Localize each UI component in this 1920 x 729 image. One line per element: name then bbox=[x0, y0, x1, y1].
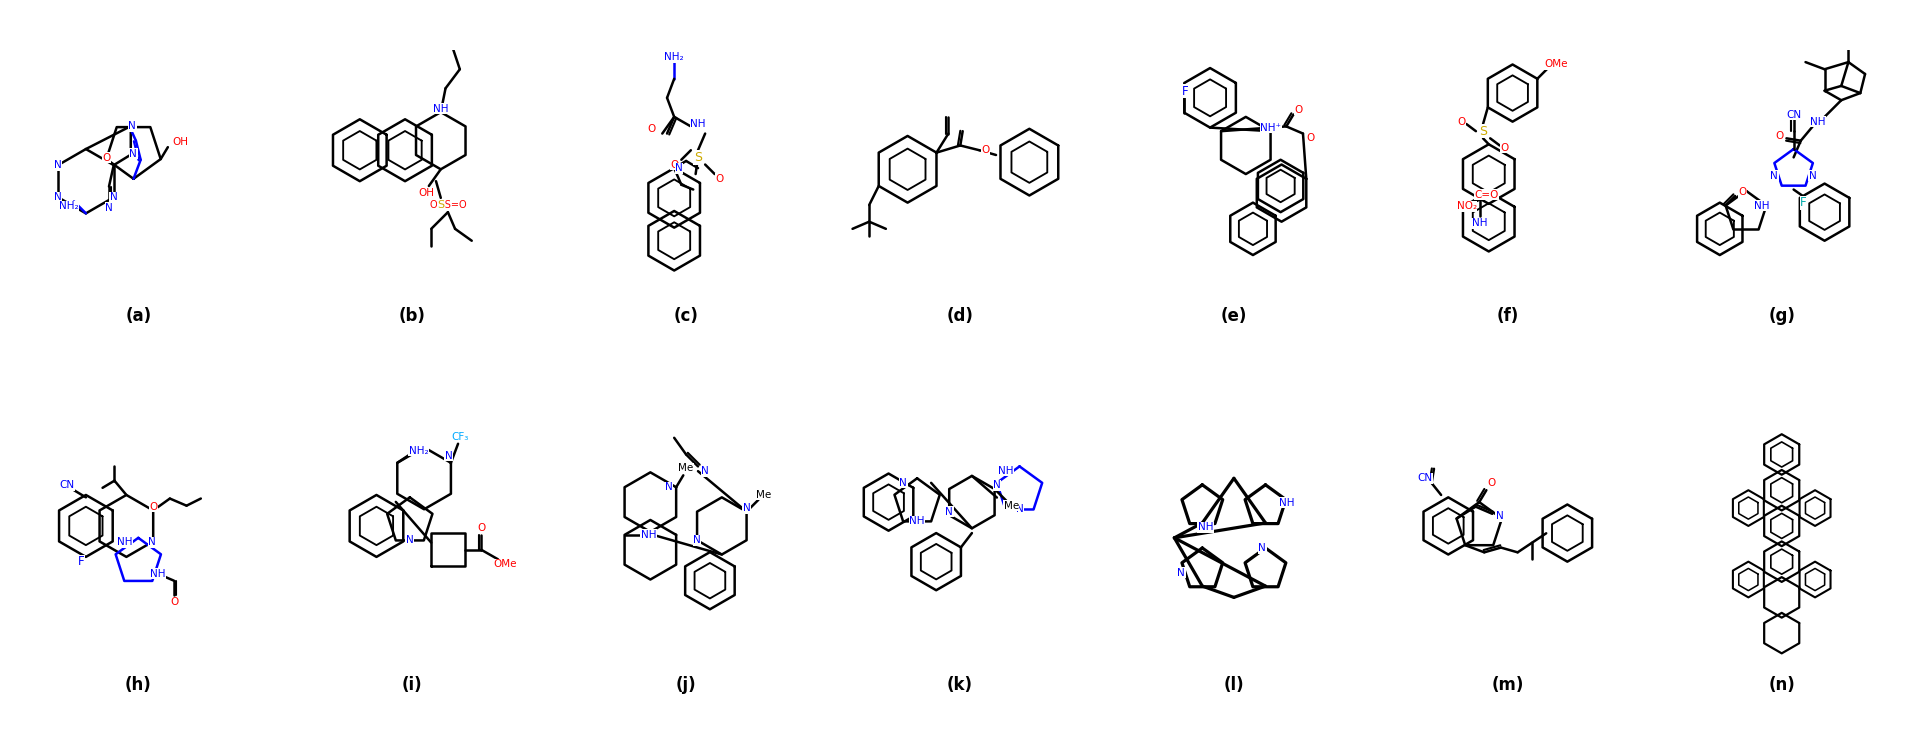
Text: CN: CN bbox=[60, 480, 75, 491]
Text: (c): (c) bbox=[674, 308, 699, 325]
Text: N: N bbox=[1016, 504, 1023, 514]
Text: NH⁺: NH⁺ bbox=[1260, 122, 1281, 133]
Text: (b): (b) bbox=[399, 308, 426, 325]
Text: N: N bbox=[945, 507, 952, 517]
Text: (g): (g) bbox=[1768, 308, 1795, 325]
Text: C=O: C=O bbox=[1475, 190, 1500, 200]
Text: N: N bbox=[664, 482, 672, 492]
Text: NH₂: NH₂ bbox=[664, 52, 684, 63]
Text: NH: NH bbox=[641, 530, 657, 540]
Text: NH: NH bbox=[150, 569, 165, 579]
Text: Me: Me bbox=[678, 463, 693, 473]
Text: N: N bbox=[1177, 568, 1185, 578]
Text: CN: CN bbox=[1786, 109, 1801, 120]
Text: O: O bbox=[1500, 143, 1509, 153]
Text: OH: OH bbox=[419, 188, 434, 198]
Text: N: N bbox=[129, 122, 136, 131]
Text: F: F bbox=[1801, 196, 1807, 209]
Text: N: N bbox=[899, 477, 906, 488]
Text: O=S=O: O=S=O bbox=[428, 200, 467, 210]
Text: CF₃: CF₃ bbox=[451, 432, 468, 442]
Text: (j): (j) bbox=[676, 676, 697, 694]
Text: O: O bbox=[1486, 478, 1496, 488]
Text: (a): (a) bbox=[125, 308, 152, 325]
Text: O: O bbox=[1776, 131, 1784, 141]
Text: N: N bbox=[54, 160, 61, 170]
Text: (d): (d) bbox=[947, 308, 973, 325]
Text: S: S bbox=[693, 151, 703, 164]
Text: O: O bbox=[478, 523, 486, 534]
Text: N: N bbox=[1496, 511, 1503, 521]
Text: N: N bbox=[701, 466, 708, 476]
Text: (n): (n) bbox=[1768, 676, 1795, 694]
Text: NH: NH bbox=[434, 104, 449, 114]
Text: O: O bbox=[1457, 117, 1465, 127]
Text: NH: NH bbox=[1279, 498, 1294, 508]
Text: O: O bbox=[670, 160, 678, 170]
Text: N: N bbox=[445, 451, 453, 461]
Text: (e): (e) bbox=[1221, 308, 1248, 325]
Text: (l): (l) bbox=[1223, 676, 1244, 694]
Text: NH: NH bbox=[1811, 117, 1826, 127]
Text: (h): (h) bbox=[125, 676, 152, 694]
Text: CN: CN bbox=[1417, 473, 1432, 483]
Text: N: N bbox=[743, 503, 751, 513]
Text: N: N bbox=[1809, 171, 1816, 181]
Text: N: N bbox=[1258, 543, 1265, 553]
Text: (k): (k) bbox=[947, 676, 973, 694]
Text: N: N bbox=[54, 192, 61, 202]
Text: NH₂: NH₂ bbox=[60, 201, 79, 211]
Text: NH: NH bbox=[910, 516, 925, 526]
Text: N: N bbox=[1770, 171, 1778, 181]
Text: (m): (m) bbox=[1492, 676, 1524, 694]
Text: NH: NH bbox=[998, 466, 1014, 476]
Text: S: S bbox=[1478, 125, 1488, 138]
Text: N: N bbox=[109, 192, 117, 202]
Text: O: O bbox=[102, 153, 111, 163]
Text: NH: NH bbox=[1753, 200, 1770, 211]
Text: N: N bbox=[993, 480, 1000, 491]
Text: O: O bbox=[981, 145, 989, 155]
Text: N: N bbox=[405, 535, 413, 545]
Text: OMe: OMe bbox=[493, 559, 516, 569]
Text: O: O bbox=[716, 174, 724, 184]
Text: O: O bbox=[150, 502, 157, 512]
Text: (f): (f) bbox=[1498, 308, 1519, 325]
Text: (i): (i) bbox=[401, 676, 422, 694]
Text: F: F bbox=[79, 555, 84, 568]
Text: N: N bbox=[676, 163, 684, 173]
Text: NH₂: NH₂ bbox=[409, 446, 428, 456]
Text: O: O bbox=[1738, 187, 1747, 198]
Text: F: F bbox=[1183, 85, 1188, 98]
Text: Me: Me bbox=[1004, 501, 1020, 511]
Text: O: O bbox=[169, 597, 179, 607]
Text: N: N bbox=[106, 203, 113, 213]
Text: NH: NH bbox=[1473, 219, 1488, 228]
Text: OH: OH bbox=[173, 137, 188, 147]
Text: OMe: OMe bbox=[1544, 60, 1569, 69]
Text: Me: Me bbox=[756, 490, 770, 500]
Text: N: N bbox=[148, 537, 156, 547]
Text: N: N bbox=[129, 149, 136, 158]
Text: S: S bbox=[438, 200, 444, 210]
Text: N: N bbox=[693, 535, 701, 545]
Text: NH: NH bbox=[691, 119, 707, 129]
Text: NH: NH bbox=[1198, 523, 1213, 532]
Text: O: O bbox=[1306, 133, 1315, 144]
Text: NO₂: NO₂ bbox=[1457, 201, 1476, 211]
Text: NH: NH bbox=[117, 537, 132, 547]
Text: O: O bbox=[647, 124, 655, 134]
Text: O: O bbox=[1294, 105, 1302, 114]
